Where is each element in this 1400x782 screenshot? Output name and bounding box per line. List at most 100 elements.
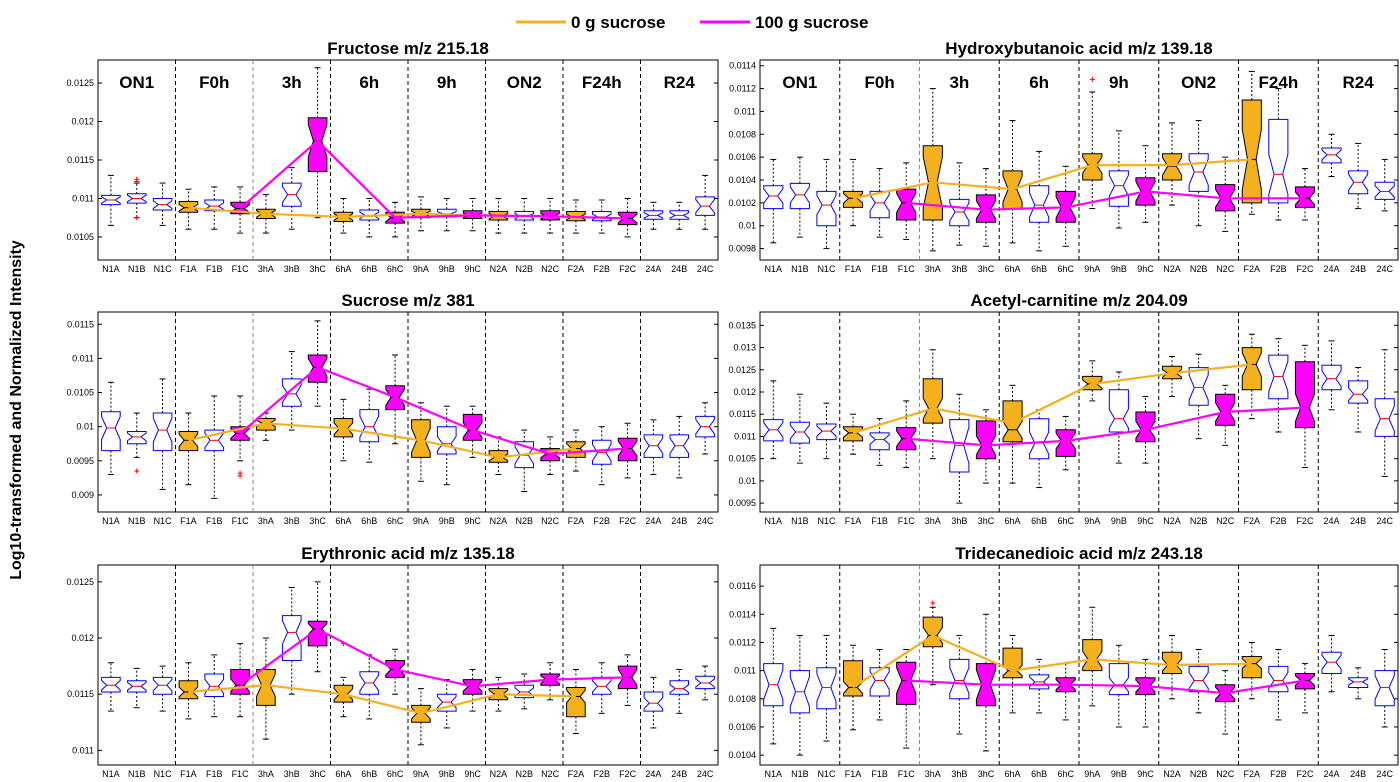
box-F2A <box>566 429 586 472</box>
category-label: F1C <box>898 769 916 779</box>
box-F1B <box>204 186 225 230</box>
category-label: 24C <box>697 769 714 779</box>
box-body <box>1294 361 1315 429</box>
category-label: F2C <box>1296 769 1314 779</box>
y-tick-label: 0.0125 <box>66 577 94 587</box>
box-9hA <box>411 402 431 482</box>
box-body <box>307 117 328 172</box>
box-F2C <box>1294 663 1315 714</box>
box-N1B <box>127 667 147 709</box>
box-N1C <box>816 158 837 250</box>
y-tick-label: 0.01 <box>738 221 756 231</box>
box-F2B <box>592 662 612 714</box>
category-label: 3hB <box>284 264 300 274</box>
box-body <box>695 675 715 690</box>
box-body <box>869 190 890 219</box>
box-body <box>101 411 121 452</box>
trend-line-100g <box>239 139 628 220</box>
box-N2A <box>1162 122 1183 206</box>
category-label: F2A <box>568 264 585 274</box>
category-label: F2C <box>1296 516 1314 526</box>
category-label: N2B <box>515 516 533 526</box>
box-3hC <box>975 613 996 752</box>
box-9hB <box>1108 371 1129 464</box>
box-24A <box>1321 634 1342 693</box>
y-tick-label: 0.01 <box>738 476 756 486</box>
chart-panels: Fructose m/z 215.18 0.0105 0.011 0.0115 0.01… <box>66 39 1399 779</box>
box-body <box>152 676 173 695</box>
period-label: R24 <box>1343 73 1375 92</box>
category-label: F1B <box>871 516 888 526</box>
y-tick-label: 0.0108 <box>728 694 756 704</box>
box-3hB <box>281 167 302 230</box>
y-tick-label: 0.0095 <box>728 498 756 508</box>
category-label: F1C <box>898 516 916 526</box>
category-label: N1C <box>154 769 173 779</box>
box-3hC <box>975 168 996 247</box>
category-label: N2B <box>1190 516 1208 526</box>
category-label: N1A <box>102 264 120 274</box>
box-F2B <box>592 426 612 486</box>
category-label: 9hA <box>413 516 429 526</box>
category-label: N1B <box>128 516 146 526</box>
box-9hA <box>411 688 431 746</box>
legend-label-0g: 0 g sucrose <box>571 13 666 32</box>
outlier <box>134 215 140 221</box>
box-body <box>789 182 810 210</box>
box-body <box>869 432 890 451</box>
box-body <box>1162 153 1183 181</box>
box-3hA <box>922 600 943 686</box>
category-label: N2C <box>1216 516 1235 526</box>
category-label: F2A <box>1244 769 1261 779</box>
box-body <box>1374 670 1395 707</box>
category-label: F2C <box>619 769 637 779</box>
category-label: N1B <box>791 516 809 526</box>
box-24C <box>1374 349 1395 477</box>
box-body <box>411 419 431 458</box>
category-label: N2C <box>541 516 560 526</box>
category-label: 6hC <box>1057 769 1074 779</box>
trend-line-100g <box>239 366 628 456</box>
box-body <box>204 673 225 697</box>
box-9hC <box>462 668 483 712</box>
box-F2A <box>1241 641 1262 700</box>
box-N2C <box>1215 156 1236 232</box>
box-9hA <box>1082 360 1103 402</box>
y-tick-label: 0.012 <box>71 117 94 127</box>
box-body <box>178 680 199 700</box>
category-label: 6hA <box>335 516 351 526</box>
period-label: 3h <box>282 73 302 92</box>
box-F2B <box>1268 338 1289 433</box>
category-label: 9hC <box>464 264 481 274</box>
box-6hA <box>1002 634 1023 714</box>
category-label: 9hB <box>439 769 455 779</box>
category-label: N1B <box>791 264 809 274</box>
y-tick-label: 0.0095 <box>66 456 94 466</box>
category-label: 9hA <box>1084 769 1100 779</box>
panel-title: Acetyl-carnitine m/z 204.09 <box>970 291 1187 310</box>
box-body <box>843 426 864 442</box>
box-body <box>1082 153 1103 181</box>
box-24A <box>643 419 664 475</box>
panel-title: Tridecanedioic acid m/z 243.18 <box>955 544 1203 563</box>
category-label: F2B <box>1270 769 1287 779</box>
y-tick-label: 0.013 <box>733 343 756 353</box>
box-6hC <box>1055 415 1076 471</box>
outlier <box>134 468 140 474</box>
category-label: 24B <box>671 516 687 526</box>
box-body <box>592 676 612 695</box>
box-3hC <box>307 581 328 673</box>
outlier <box>134 176 140 182</box>
category-label: F2B <box>1270 264 1287 274</box>
box-F2C <box>617 654 638 706</box>
box-3hA <box>922 88 943 252</box>
category-label: F1A <box>845 516 862 526</box>
category-label: F1B <box>871 264 888 274</box>
box-body <box>1321 364 1342 391</box>
category-label: N1B <box>128 769 146 779</box>
category-label: 6hB <box>1031 264 1047 274</box>
box-3hB <box>949 393 970 504</box>
box-F2B <box>1268 88 1289 221</box>
box-body <box>669 680 689 695</box>
panel-5: Tridecanedioic acid m/z 243.18 0.0104 0.01… <box>728 544 1399 779</box>
